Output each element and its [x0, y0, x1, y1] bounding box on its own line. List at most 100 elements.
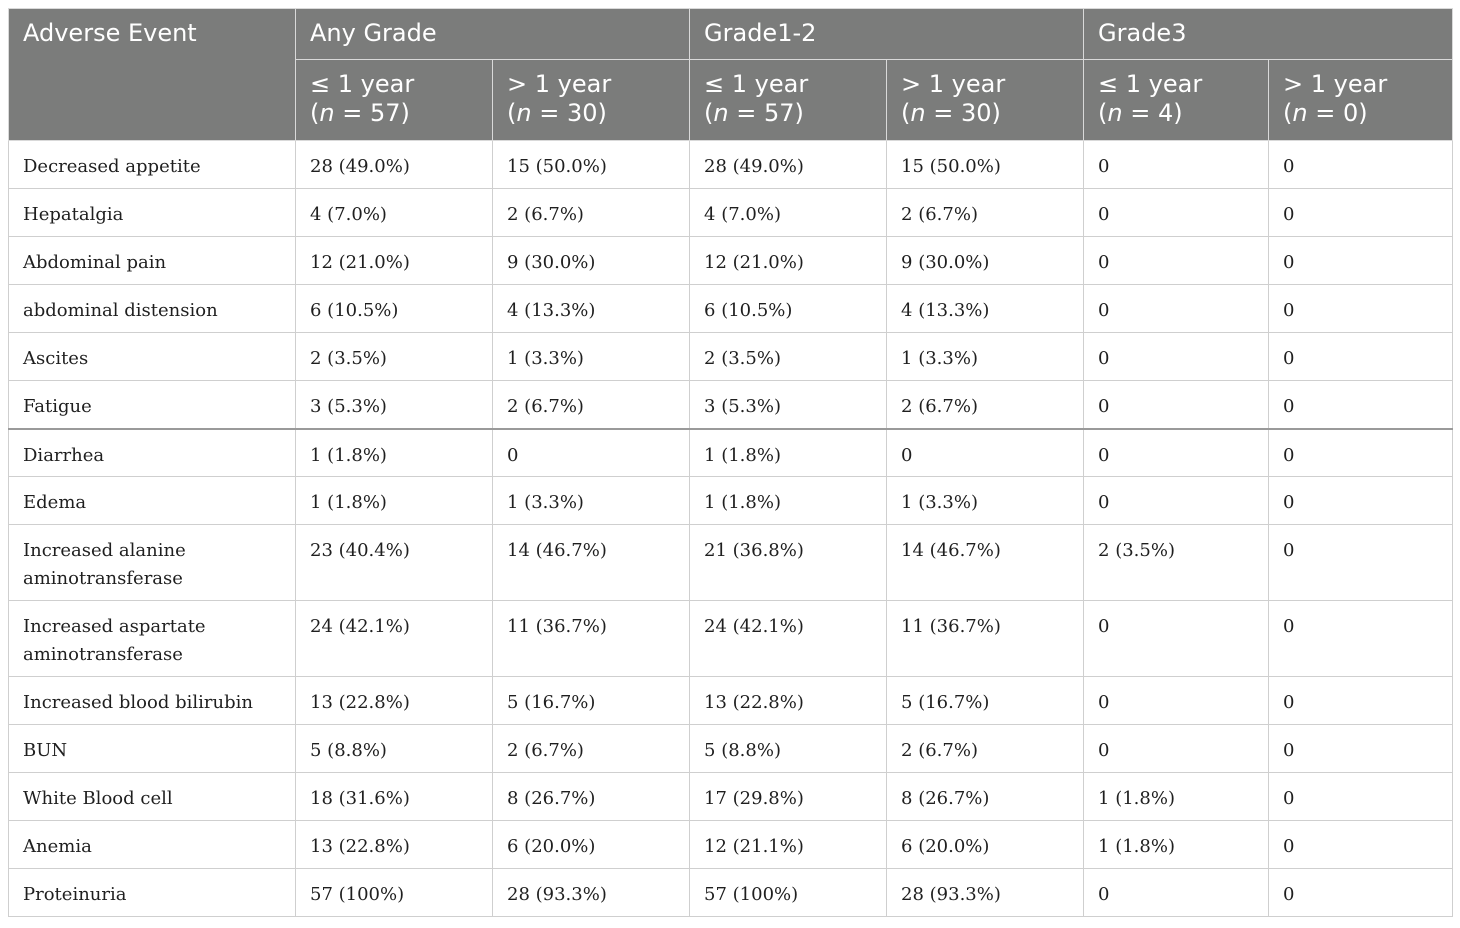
- cell-value: 2 (6.7%): [886, 380, 1085, 429]
- cell-value: 0: [1083, 868, 1270, 917]
- cell-adverse-event: Increased alanine aminotransferase: [8, 524, 296, 601]
- cell-adverse-event: Edema: [8, 476, 296, 525]
- header-adverse-event: Adverse Event: [8, 8, 296, 141]
- cell-value: 1 (1.8%): [1083, 820, 1270, 869]
- cell-value: 2 (6.7%): [491, 188, 691, 237]
- sample-size-value: = 30): [925, 99, 1001, 127]
- sample-size-value: = 0): [1307, 99, 1368, 127]
- cell-adverse-event: BUN: [8, 724, 296, 773]
- cell-value: 0: [1268, 140, 1454, 189]
- cell-value: 0: [1083, 676, 1270, 725]
- cell-adverse-event: Hepatalgia: [8, 188, 296, 237]
- cell-value: 2 (3.5%): [295, 332, 493, 381]
- table-row: Abdominal pain 12 (21.0%) 9 (30.0%) 12 (21.…: [8, 236, 1454, 285]
- cell-value: 1 (3.3%): [886, 332, 1085, 381]
- cell-value: 17 (29.8%): [689, 772, 888, 821]
- cell-adverse-event: abdominal distension: [8, 284, 296, 333]
- cell-value: 24 (42.1%): [295, 600, 493, 677]
- cell-value: 0: [1268, 820, 1454, 869]
- table-row: Proteinuria 57 (100%) 28 (93.3%) 57 (100%) 2…: [8, 868, 1454, 917]
- cell-value: 21 (36.8%): [689, 524, 888, 601]
- cell-value: 0: [1268, 332, 1454, 381]
- sample-size-value: = 57): [334, 99, 410, 127]
- cell-value: 5 (16.7%): [491, 676, 691, 725]
- table-row: Increased aspartate aminotransferase 24 (…: [8, 600, 1454, 677]
- header-row-groups: Adverse Event Any Grade Grade1-2 Grade3: [8, 8, 1454, 141]
- cell-value: 12 (21.0%): [689, 236, 888, 285]
- cell-adverse-event: Anemia: [8, 820, 296, 869]
- sample-size-open: (: [704, 99, 714, 127]
- table-row: Edema 1 (1.8%) 1 (3.3%) 1 (1.8%) 1 (3.3%) 0 0: [8, 476, 1454, 525]
- sample-size-open: (: [310, 99, 320, 127]
- cell-value: 6 (10.5%): [295, 284, 493, 333]
- cell-value: 0: [1268, 427, 1454, 477]
- cell-value: 2 (6.7%): [886, 188, 1085, 237]
- cell-value: 0: [1083, 140, 1270, 189]
- cell-value: 0: [1268, 236, 1454, 285]
- header-subgroup-4: ≤ 1 year (n = 4): [1083, 59, 1270, 141]
- cell-value: 8 (26.7%): [491, 772, 691, 821]
- cell-value: 0: [1268, 600, 1454, 677]
- cell-value: 1 (3.3%): [886, 476, 1085, 525]
- sample-size-symbol: n: [319, 99, 335, 127]
- cell-adverse-event: Ascites: [8, 332, 296, 381]
- table-row: Ascites 2 (3.5%) 1 (3.3%) 2 (3.5%) 1 (3.3%) 0…: [8, 332, 1454, 381]
- sample-size-open: (: [901, 99, 911, 127]
- subgroup-sample-size: (n = 30): [507, 99, 675, 128]
- header-subgroup-2: ≤ 1 year (n = 57): [689, 59, 888, 141]
- cell-value: 0: [886, 427, 1085, 477]
- cell-value: 5 (8.8%): [689, 724, 888, 773]
- header-subgroup-3: > 1 year (n = 30): [886, 59, 1085, 141]
- cell-value: 0: [1268, 724, 1454, 773]
- table-row: Hepatalgia 4 (7.0%) 2 (6.7%) 4 (7.0%) 2 (6.7…: [8, 188, 1454, 237]
- cell-value: 0: [1083, 332, 1270, 381]
- table-row: Decreased appetite 28 (49.0%) 15 (50.0%) 28…: [8, 140, 1454, 189]
- cell-value: 28 (93.3%): [886, 868, 1085, 917]
- subgroup-period-label: > 1 year: [507, 70, 612, 98]
- cell-value: 5 (8.8%): [295, 724, 493, 773]
- table-row: BUN 5 (8.8%) 2 (6.7%) 5 (8.8%) 2 (6.7%) 0 0: [8, 724, 1454, 773]
- subgroup-period-label: > 1 year: [1283, 70, 1388, 98]
- cell-value: 12 (21.1%): [689, 820, 888, 869]
- cell-value: 0: [1083, 236, 1270, 285]
- cell-value: 0: [1083, 724, 1270, 773]
- sample-size-symbol: n: [516, 99, 532, 127]
- cell-value: 13 (22.8%): [295, 676, 493, 725]
- cell-adverse-event: Increased aspartate aminotransferase: [8, 600, 296, 677]
- header-row-subgroups: ≤ 1 year (n = 57) > 1 year (n = 30) ≤ 1 year…: [9, 59, 1454, 141]
- header-subgroup-1: > 1 year (n = 30): [491, 59, 691, 141]
- subgroup-sample-size: (n = 57): [704, 99, 872, 128]
- cell-value: 12 (21.0%): [295, 236, 493, 285]
- cell-value: 5 (16.7%): [886, 676, 1085, 725]
- sample-size-value: = 4): [1122, 99, 1183, 127]
- sample-size-open: (: [507, 99, 517, 127]
- cell-value: 11 (36.7%): [886, 600, 1085, 677]
- cell-value: 3 (5.3%): [295, 380, 493, 429]
- cell-adverse-event: Abdominal pain: [8, 236, 296, 285]
- cell-value: 0: [1268, 476, 1454, 525]
- cell-value: 13 (22.8%): [689, 676, 888, 725]
- cell-value: 1 (3.3%): [491, 332, 691, 381]
- cell-value: 0: [1268, 868, 1454, 917]
- cell-value: 0: [1268, 676, 1454, 725]
- cell-value: 0: [1268, 772, 1454, 821]
- cell-value: 0: [1268, 380, 1454, 429]
- cell-value: 2 (3.5%): [689, 332, 888, 381]
- header-group-grade3: Grade3: [1083, 8, 1454, 60]
- cell-value: 0: [491, 427, 691, 477]
- table-row: Fatigue 3 (5.3%) 2 (6.7%) 3 (5.3%) 2 (6.7%) 0…: [8, 380, 1454, 429]
- cell-value: 2 (6.7%): [491, 380, 691, 429]
- cell-value: 2 (6.7%): [886, 724, 1085, 773]
- cell-value: 15 (50.0%): [491, 140, 691, 189]
- sample-size-value: = 30): [531, 99, 607, 127]
- cell-adverse-event: Diarrhea: [8, 427, 296, 477]
- cell-value: 0: [1083, 476, 1270, 525]
- subgroup-period-label: ≤ 1 year: [704, 70, 809, 98]
- cell-value: 14 (46.7%): [886, 524, 1085, 601]
- header-subgroup-5: > 1 year (n = 0): [1268, 59, 1454, 141]
- sample-size-value: = 57): [728, 99, 804, 127]
- header-group-grade1-2: Grade1-2: [689, 8, 1085, 60]
- cell-adverse-event: Increased blood bilirubin: [8, 676, 296, 725]
- cell-value: 1 (1.8%): [295, 476, 493, 525]
- table-header: Adverse Event Any Grade Grade1-2 Grade3 …: [8, 8, 1454, 141]
